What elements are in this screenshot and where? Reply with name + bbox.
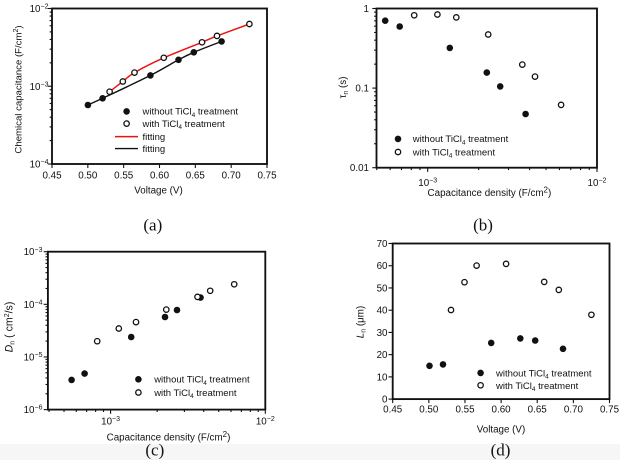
- svg-text:10−3: 10−3: [101, 416, 120, 427]
- svg-text:0.75: 0.75: [600, 405, 620, 416]
- svg-text:60: 60: [377, 261, 388, 272]
- svg-text:Capacitance density (F/cm2): Capacitance density (F/cm2): [107, 430, 231, 444]
- svg-text:with TiCl4 treatment: with TiCl4 treatment: [495, 381, 579, 393]
- svg-text:0.70: 0.70: [564, 405, 584, 416]
- svg-text:0: 0: [382, 395, 388, 406]
- svg-text:without TiCl4 treatment: without TiCl4 treatment: [153, 375, 250, 387]
- svg-text:Ln (μm): Ln (μm): [356, 306, 368, 338]
- svg-text:50: 50: [377, 284, 388, 295]
- svg-text:without TiCl4 treatment: without TiCl4 treatment: [495, 368, 592, 380]
- svg-text:0.01: 0.01: [350, 163, 369, 174]
- svg-text:(d): (d): [491, 441, 511, 460]
- svg-text:10−2: 10−2: [256, 416, 275, 427]
- svg-text:without TiCl4 treatment: without TiCl4 treatment: [412, 134, 509, 146]
- svg-text:with TiCl4 treatment: with TiCl4 treatment: [412, 147, 496, 159]
- svg-text:0.50: 0.50: [78, 171, 98, 182]
- svg-text:Dn ( cm2/s): Dn ( cm2/s): [4, 302, 17, 353]
- svg-text:τn (s): τn (s): [338, 77, 350, 99]
- svg-text:40: 40: [377, 306, 388, 317]
- svg-text:0.65: 0.65: [528, 405, 548, 416]
- svg-text:10−5: 10−5: [24, 352, 43, 363]
- svg-text:0.55: 0.55: [455, 405, 475, 416]
- svg-text:Chemical capacitance (F/cm2): Chemical capacitance (F/cm2): [13, 25, 25, 153]
- svg-text:0.45: 0.45: [383, 405, 403, 416]
- svg-text:10−2: 10−2: [30, 3, 49, 14]
- svg-text:0.60: 0.60: [492, 405, 512, 416]
- svg-text:with TiCl4 treatment: with TiCl4 treatment: [142, 119, 226, 131]
- svg-text:0.45: 0.45: [42, 171, 62, 182]
- svg-text:0.60: 0.60: [150, 171, 170, 182]
- svg-text:0.50: 0.50: [419, 405, 439, 416]
- svg-text:Capacitance density (F/cm2): Capacitance density (F/cm2): [428, 186, 552, 200]
- svg-text:10−3: 10−3: [24, 247, 43, 258]
- svg-text:(a): (a): [143, 216, 162, 235]
- svg-text:10−3: 10−3: [30, 81, 49, 92]
- svg-text:fitting: fitting: [143, 132, 166, 143]
- svg-text:(c): (c): [145, 441, 164, 460]
- svg-text:10−3: 10−3: [418, 177, 437, 188]
- svg-text:without TiCl4 treatment: without TiCl4 treatment: [142, 107, 239, 119]
- svg-text:0.65: 0.65: [186, 171, 206, 182]
- svg-text:10: 10: [377, 372, 388, 383]
- svg-text:with TiCl4 treatment: with TiCl4 treatment: [153, 388, 237, 400]
- svg-text:Voltage (V): Voltage (V): [477, 425, 525, 436]
- svg-text:20: 20: [377, 350, 388, 361]
- svg-text:10−6: 10−6: [24, 405, 43, 416]
- svg-text:1: 1: [364, 4, 369, 15]
- svg-text:10−2: 10−2: [588, 177, 607, 188]
- svg-text:30: 30: [377, 328, 388, 339]
- svg-text:Voltage (V): Voltage (V): [134, 186, 182, 197]
- svg-text:0.70: 0.70: [222, 171, 242, 182]
- svg-text:(b): (b): [473, 216, 493, 235]
- svg-text:0.75: 0.75: [257, 171, 277, 182]
- svg-text:10−4: 10−4: [24, 299, 43, 310]
- svg-text:fitting: fitting: [143, 144, 166, 155]
- svg-text:10−4: 10−4: [30, 159, 49, 170]
- svg-text:0.55: 0.55: [114, 171, 134, 182]
- svg-text:0.1: 0.1: [355, 84, 369, 95]
- svg-text:70: 70: [377, 239, 388, 250]
